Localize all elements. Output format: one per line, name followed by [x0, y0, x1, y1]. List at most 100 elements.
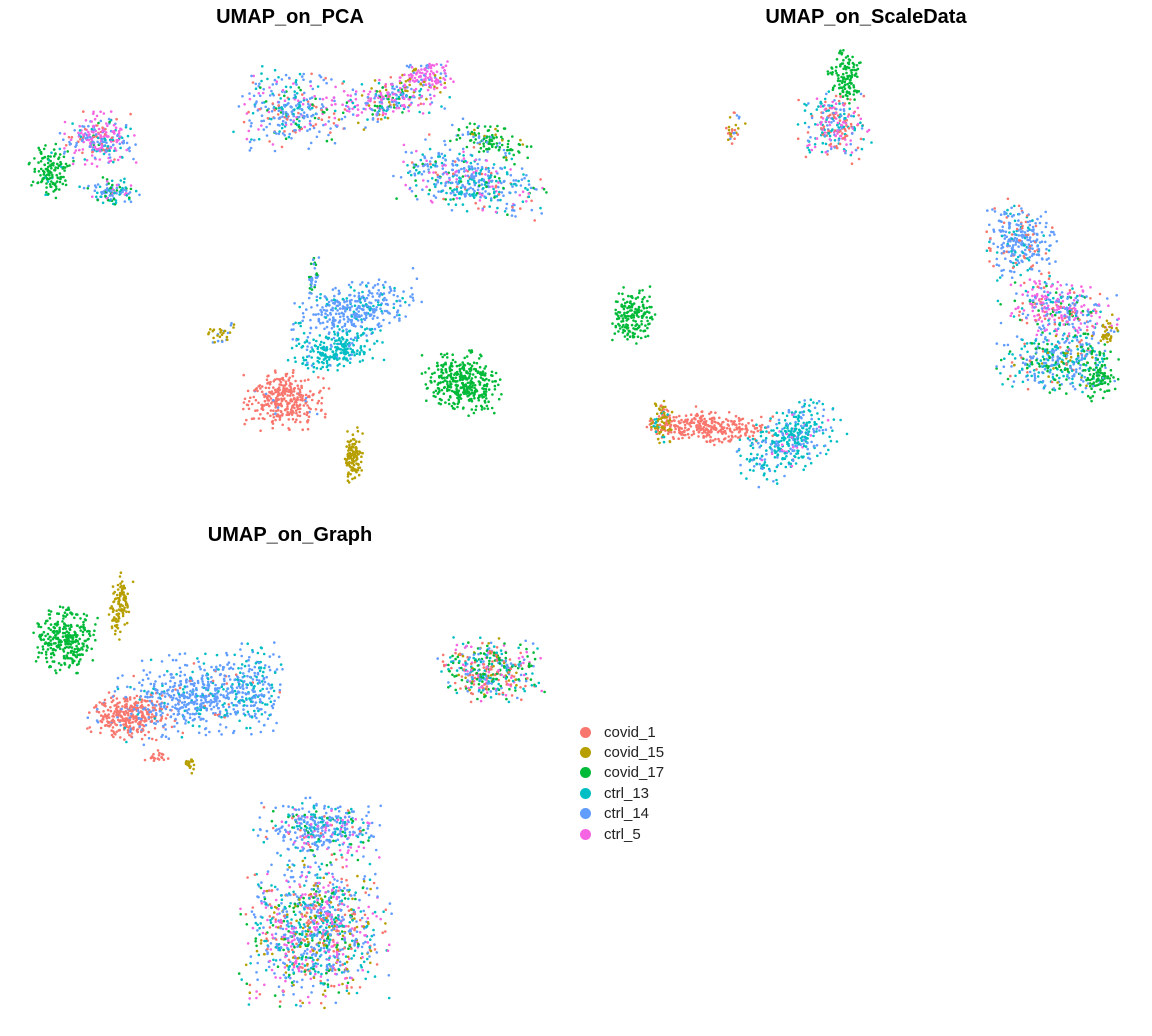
cell-point	[374, 299, 378, 302]
cell-point	[835, 146, 839, 150]
cell-point	[333, 342, 336, 345]
cell-point	[97, 127, 101, 131]
cell-point	[1033, 372, 1036, 376]
cell-point	[446, 389, 449, 393]
cell-point	[502, 156, 506, 159]
cell-point	[995, 263, 999, 267]
cell-point	[841, 79, 844, 83]
cell-point	[360, 320, 364, 324]
cell-point	[299, 113, 303, 116]
cell-point	[287, 427, 290, 430]
cell-point	[109, 186, 113, 190]
cell-point	[525, 174, 528, 177]
cell-point	[1062, 351, 1065, 355]
cell-point	[480, 165, 484, 169]
cell-point	[611, 322, 614, 325]
cell-point	[294, 131, 297, 134]
cell-point	[809, 112, 813, 116]
cell-point	[829, 147, 833, 151]
cell-point	[306, 129, 309, 132]
cell-point	[1016, 306, 1020, 310]
cell-point	[325, 309, 329, 312]
cell-point	[807, 125, 811, 129]
cell-point	[114, 126, 118, 129]
cell-point	[332, 316, 335, 319]
cell-point	[1102, 354, 1106, 357]
cell-point	[1040, 231, 1044, 234]
cell-point	[283, 94, 286, 98]
cell-point	[390, 98, 394, 101]
cell-point	[1030, 363, 1034, 366]
cell-point	[354, 459, 358, 462]
cell-point	[346, 303, 349, 307]
cell-point	[358, 360, 362, 363]
pca-arc	[449, 117, 533, 162]
cell-point	[301, 319, 305, 323]
cell-point	[1019, 353, 1022, 357]
cell-point	[1038, 221, 1042, 225]
cell-point	[734, 123, 738, 127]
cell-point	[1068, 289, 1072, 292]
cell-point	[382, 299, 386, 302]
cell-point	[370, 87, 373, 90]
cell-point	[262, 119, 266, 123]
cell-point	[265, 125, 268, 129]
cell-point	[460, 167, 463, 171]
cell-point	[271, 426, 275, 430]
cell-point	[357, 294, 361, 298]
cell-point	[857, 157, 861, 161]
cell-point	[64, 179, 67, 182]
cell-point	[1100, 357, 1104, 361]
cell-point	[1053, 313, 1057, 317]
cell-point	[852, 111, 856, 115]
cell-point	[305, 348, 309, 352]
cell-point	[1031, 219, 1034, 222]
cell-point	[410, 87, 413, 91]
cell-point	[371, 317, 375, 320]
cell-point	[261, 91, 265, 95]
cell-point	[436, 179, 440, 182]
cell-point	[310, 306, 313, 309]
cell-point	[494, 184, 498, 188]
cell-point	[108, 160, 111, 163]
cell-point	[1116, 377, 1120, 381]
cell-point	[481, 377, 485, 381]
cell-point	[430, 101, 434, 104]
cell-point	[621, 319, 625, 323]
cell-point	[1085, 328, 1089, 332]
cell-point	[84, 119, 88, 122]
cell-point	[426, 88, 430, 92]
cell-point	[498, 378, 502, 381]
cell-point	[312, 126, 316, 130]
cell-point	[415, 277, 419, 281]
cell-point	[324, 304, 328, 308]
cell-point	[414, 79, 418, 82]
cell-point	[108, 120, 111, 124]
cell-point	[347, 463, 351, 466]
cell-point	[489, 125, 492, 128]
cell-point	[82, 110, 85, 113]
cell-point	[219, 331, 222, 334]
cell-point	[382, 286, 386, 289]
cell-point	[810, 114, 814, 118]
cell-point	[836, 74, 840, 77]
cell-point	[1014, 261, 1018, 265]
cell-point	[360, 94, 364, 97]
cell-point	[471, 391, 475, 395]
cell-point	[1061, 337, 1064, 341]
cell-point	[1108, 380, 1112, 383]
cell-point	[463, 376, 467, 380]
cell-point	[341, 82, 344, 85]
cell-point	[442, 363, 446, 366]
cell-point	[1026, 214, 1029, 217]
cell-point	[339, 315, 342, 319]
cell-point	[1051, 375, 1055, 379]
cell-point	[122, 180, 126, 184]
cell-point	[1060, 317, 1064, 320]
cell-point	[504, 156, 508, 159]
cell-point	[433, 87, 436, 91]
cell-point	[1020, 307, 1024, 310]
cell-point	[59, 175, 62, 179]
cell-point	[477, 357, 481, 360]
cell-point	[256, 109, 260, 112]
